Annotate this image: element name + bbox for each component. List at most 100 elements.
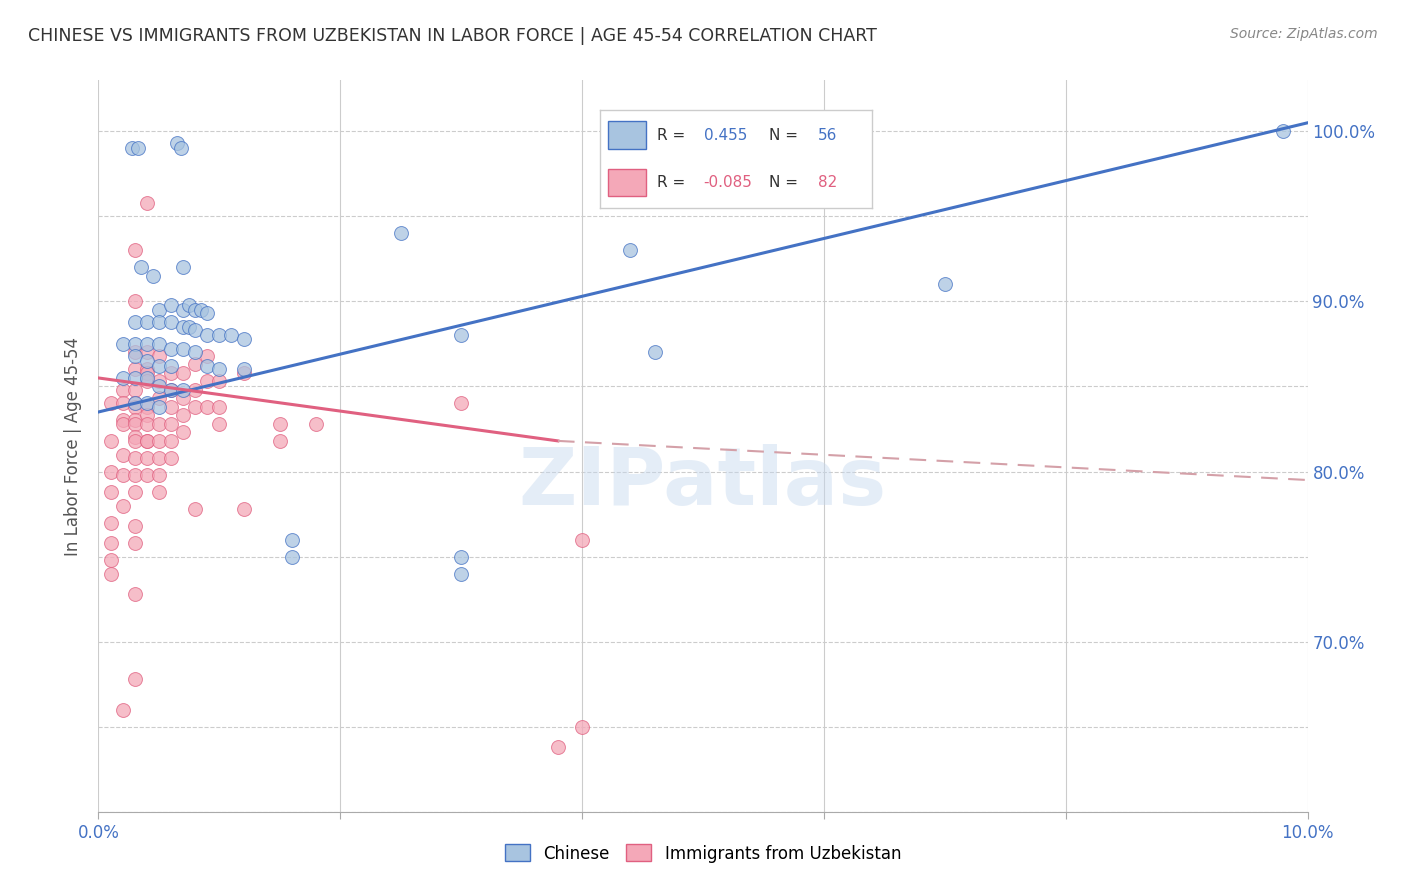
Point [221,328,243,343]
Point [135,467,157,482]
Point [281,533,304,547]
Point [124,345,146,359]
Point [135,434,157,448]
Point [127,141,149,155]
Point [148,315,170,329]
Point [100,484,122,499]
Point [644,345,666,359]
Point [172,302,194,317]
Point [269,417,291,431]
Point [124,413,146,427]
Text: ZIPatlas: ZIPatlas [519,443,887,522]
Point [172,425,194,440]
Point [124,536,146,550]
Point [135,366,157,380]
Point [148,417,170,431]
Point [160,383,183,397]
Point [148,400,170,414]
Point [111,448,134,462]
Point [195,306,218,320]
Point [148,450,170,465]
Point [100,536,122,550]
Point [124,467,146,482]
Point [100,516,122,530]
Point [111,396,134,410]
Point [124,519,146,533]
Point [571,720,593,734]
Point [190,302,212,317]
Point [184,502,207,516]
Point [124,400,146,414]
Point [184,302,207,317]
Point [184,357,207,371]
Point [160,400,183,414]
Point [135,337,157,351]
Point [100,434,122,448]
Point [160,315,183,329]
Point [111,337,134,351]
Point [619,244,641,258]
Point [232,362,254,376]
Point [179,298,201,312]
Legend: Chinese, Immigrants from Uzbekistan: Chinese, Immigrants from Uzbekistan [498,838,908,869]
Point [160,417,183,431]
Point [100,566,122,581]
Point [124,450,146,465]
Point [195,359,218,373]
Point [135,400,157,414]
Point [124,294,146,309]
Point [100,396,122,410]
Point [172,342,194,356]
Point [450,396,472,410]
Point [169,141,191,155]
Point [179,320,201,334]
Point [135,362,157,376]
Point [172,392,194,406]
Point [232,332,254,346]
Point [305,417,328,431]
Point [124,362,146,376]
Point [124,587,146,601]
Point [111,467,134,482]
Point [148,392,170,406]
Point [269,434,291,448]
Point [111,371,134,385]
Point [135,195,157,210]
Point [148,467,170,482]
Point [195,328,218,343]
Point [124,244,146,258]
Point [208,362,231,376]
Point [450,549,472,564]
Point [135,450,157,465]
Point [208,400,231,414]
Point [148,434,170,448]
Point [232,502,254,516]
Point [111,417,134,431]
Point [547,740,569,755]
Point [450,566,472,581]
Point [160,383,183,397]
Point [195,349,218,363]
Point [124,396,146,410]
Point [450,328,472,343]
Point [172,409,194,423]
Point [148,484,170,499]
Point [184,345,207,359]
Point [100,465,122,479]
Point [111,413,134,427]
Point [135,409,157,423]
Point [124,315,146,329]
Point [135,371,157,385]
Point [124,434,146,448]
Point [148,337,170,351]
Point [172,366,194,380]
Text: Source: ZipAtlas.com: Source: ZipAtlas.com [1230,27,1378,41]
Point [281,549,304,564]
Point [135,345,157,359]
Point [160,450,183,465]
Point [100,553,122,567]
Point [142,268,165,283]
Point [208,417,231,431]
Point [172,383,194,397]
Point [934,277,956,292]
